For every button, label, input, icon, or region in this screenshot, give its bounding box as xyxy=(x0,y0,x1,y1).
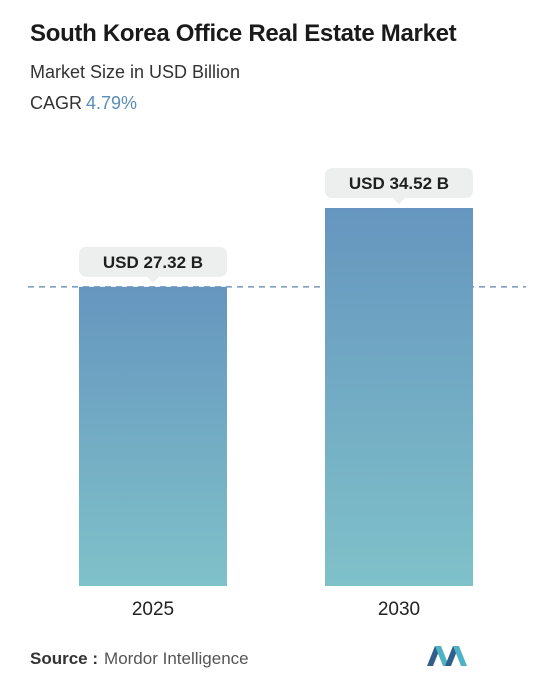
source-value: Mordor Intelligence xyxy=(104,649,249,668)
cagr-label: CAGR xyxy=(30,93,83,113)
bar-2025 xyxy=(79,286,227,586)
cagr-value: 4.79% xyxy=(86,93,138,113)
category-label-2030: 2030 xyxy=(378,599,420,620)
mordor-intelligence-logo-icon xyxy=(427,646,467,666)
svg-text:USD 27.32 B: USD 27.32 B xyxy=(103,253,203,272)
data-label-2030: USD 34.52 B xyxy=(325,168,473,204)
bar-2030 xyxy=(325,208,473,586)
cagr-line: CAGR 4.79% xyxy=(30,93,137,114)
svg-text:USD 34.52 B: USD 34.52 B xyxy=(349,174,449,193)
source-label: Source : xyxy=(30,649,99,668)
data-label-2025: USD 27.32 B xyxy=(79,246,227,283)
source-line: Source : Mordor Intelligence xyxy=(30,649,249,669)
page-title: South Korea Office Real Estate Market xyxy=(30,20,457,47)
category-label-2025: 2025 xyxy=(132,599,174,620)
bar-chart: USD 27.32 B 2025 USD 34.52 B 2030 xyxy=(28,168,526,620)
chart-subtitle: Market Size in USD Billion xyxy=(30,62,241,82)
